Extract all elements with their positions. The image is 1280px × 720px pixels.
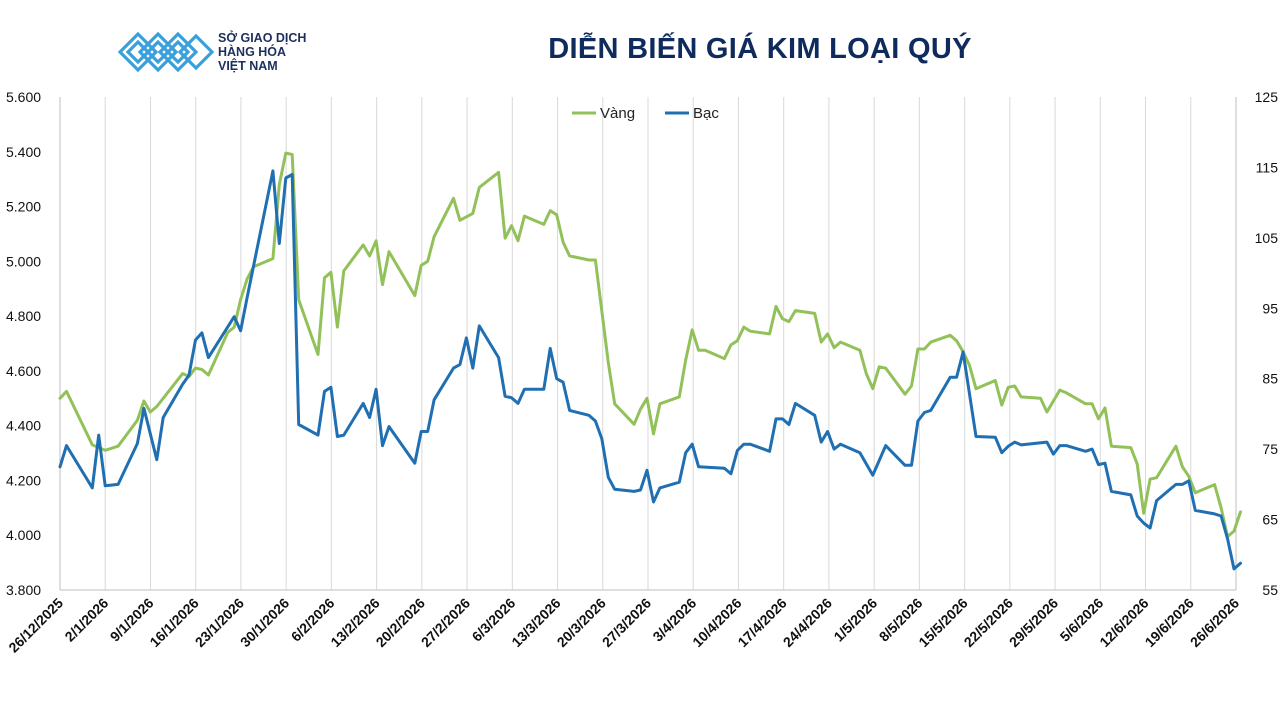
y-right-tick-label: 115 — [1256, 159, 1279, 175]
y-left-tick-label: 4.400 — [6, 418, 41, 434]
page-title: DIỄN BIẾN GIÁ KIM LOẠI QUÝ — [548, 33, 972, 65]
y-left-tick-label: 4.200 — [6, 472, 41, 488]
x-tick-label: 1/5/2026 — [830, 595, 880, 645]
x-tick-label: 30/1/2026 — [237, 595, 293, 651]
x-tick-label: 26/12/2025 — [5, 595, 66, 656]
y-left-tick-label: 3.800 — [6, 582, 41, 598]
logo-icon — [118, 31, 215, 73]
y-left-tick-label: 4.600 — [6, 363, 41, 379]
legend: Vàng Bạc — [572, 105, 719, 122]
x-tick-label: 26/6/2026 — [1187, 595, 1243, 651]
y-left-tick-label: 4.000 — [6, 527, 41, 543]
x-tick-label: 27/3/2026 — [599, 595, 655, 651]
x-tick-label: 27/2/2026 — [418, 595, 474, 651]
y-left-tick-label: 4.800 — [6, 308, 41, 324]
x-tick-label: 29/5/2026 — [1006, 595, 1062, 651]
y-left-tick-label: 5.200 — [6, 199, 41, 215]
y-right-tick-label: 55 — [1262, 582, 1278, 598]
y-right-tick-label: 85 — [1262, 371, 1278, 387]
y-right-tick-label: 65 — [1262, 512, 1278, 528]
x-tick-label: 24/4/2026 — [780, 595, 836, 651]
y-left-tick-label: 5.600 — [6, 89, 41, 105]
series-layer — [58, 151, 1242, 571]
y-right-tick-label: 105 — [1255, 230, 1279, 246]
x-tick-label: 2/1/2026 — [62, 595, 112, 645]
y-right-tick-label: 95 — [1262, 300, 1278, 316]
logo-line-2: HÀNG HÓA — [218, 45, 287, 59]
axis-layer: 26/12/20252/1/20269/1/202616/1/202623/1/… — [5, 89, 1278, 656]
logo-line-1: SỞ GIAO DỊCH — [218, 31, 307, 45]
y-left-tick-label: 5.400 — [6, 144, 41, 160]
series-line-silver — [58, 169, 1242, 571]
y-left-tick-label: 5.000 — [6, 253, 41, 269]
logo-line-3: VIỆT NAM — [218, 59, 278, 73]
y-right-tick-label: 75 — [1262, 441, 1278, 457]
series-line-gold — [58, 151, 1242, 539]
legend-label: Bạc — [693, 105, 719, 122]
grid-layer — [104, 97, 1192, 590]
y-right-tick-label: 125 — [1255, 89, 1279, 105]
logo-text: SỞ GIAO DỊCH HÀNG HÓA VIỆT NAM — [218, 31, 306, 73]
legend-label: Vàng — [600, 105, 635, 122]
header: SỞ GIAO DỊCH HÀNG HÓA VIỆT NAM DIỄN BIẾN… — [0, 0, 1280, 90]
